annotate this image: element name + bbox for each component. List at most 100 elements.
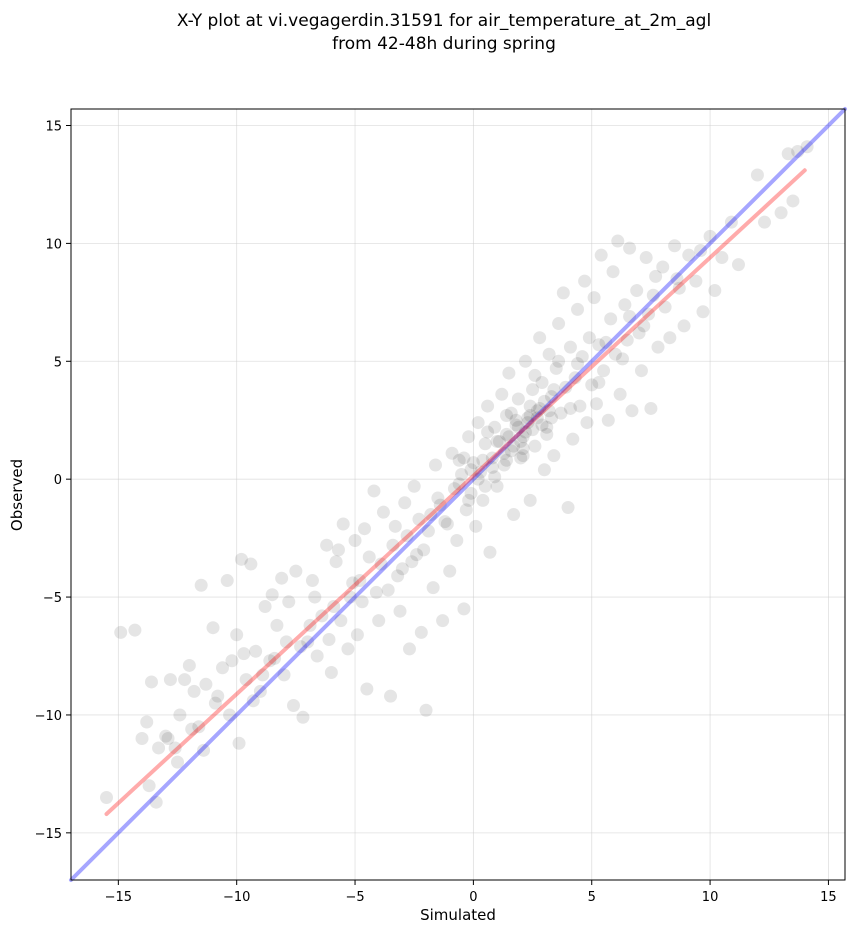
data-point <box>481 425 495 439</box>
data-point <box>197 743 211 757</box>
identity-line <box>69 107 847 882</box>
data-point <box>585 378 599 392</box>
data-point <box>715 251 729 265</box>
grid-lines <box>71 109 845 880</box>
data-point <box>426 581 440 595</box>
data-point <box>694 243 708 257</box>
data-point <box>452 453 466 467</box>
data-point <box>447 482 461 496</box>
data-point <box>514 434 528 448</box>
data-point <box>412 512 426 526</box>
data-point <box>464 463 478 477</box>
data-point <box>268 651 282 665</box>
data-point <box>492 434 506 448</box>
data-point <box>485 460 499 474</box>
data-point <box>668 239 682 253</box>
data-point <box>523 399 537 413</box>
data-point <box>220 574 234 588</box>
data-point <box>800 140 814 154</box>
data-point <box>601 413 615 427</box>
data-point <box>502 366 516 380</box>
data-point <box>509 418 523 432</box>
data-point <box>305 574 319 588</box>
data-point <box>308 590 322 604</box>
data-point <box>400 529 414 543</box>
data-point <box>462 430 476 444</box>
data-point <box>623 241 637 255</box>
data-point <box>386 538 400 552</box>
data-point <box>410 548 424 562</box>
data-point <box>230 628 244 642</box>
data-point <box>620 333 634 347</box>
data-point <box>140 715 154 729</box>
data-point <box>573 399 587 413</box>
data-point <box>301 635 315 649</box>
data-point <box>634 364 648 378</box>
data-point <box>457 602 471 616</box>
data-point <box>708 284 722 298</box>
data-point <box>566 432 580 446</box>
data-point <box>234 552 248 566</box>
data-point <box>348 533 362 547</box>
data-point <box>334 614 348 628</box>
data-point <box>438 515 452 529</box>
data-point <box>528 368 542 382</box>
data-point <box>246 694 260 708</box>
data-point <box>791 144 805 158</box>
data-point <box>206 621 220 635</box>
x-tick-label: −10 <box>223 890 250 905</box>
data-point <box>530 404 544 418</box>
data-point <box>161 732 175 746</box>
data-point <box>616 352 630 366</box>
data-point <box>571 302 585 316</box>
axis-ticks: −15 −10 −5 0 5 10 15 −15 −10 −5 0 5 10 15 <box>35 120 837 905</box>
plot-frame <box>70 108 846 881</box>
y-tick-label: −10 <box>35 709 62 724</box>
data-point <box>407 479 421 493</box>
data-point <box>504 444 518 458</box>
data-point <box>516 442 530 456</box>
data-point <box>497 446 511 460</box>
data-point <box>507 508 521 522</box>
data-point <box>646 288 660 302</box>
data-point <box>249 644 263 658</box>
data-point <box>649 269 663 283</box>
data-point <box>471 416 485 430</box>
data-point <box>651 340 665 354</box>
data-point <box>495 387 509 401</box>
data-point <box>500 409 514 423</box>
y-tick-label: −5 <box>43 591 62 606</box>
data-point <box>417 543 431 557</box>
data-point <box>100 790 114 804</box>
data-point <box>372 614 386 628</box>
data-point <box>526 383 540 397</box>
data-point <box>369 585 383 599</box>
data-point <box>689 274 703 288</box>
y-axis-label: Observed <box>8 459 26 531</box>
data-point <box>211 689 225 703</box>
data-point <box>341 642 355 656</box>
data-point <box>587 291 601 305</box>
data-point <box>516 430 530 444</box>
data-point <box>171 755 185 769</box>
data-point <box>582 331 596 345</box>
data-point <box>500 453 514 467</box>
data-point <box>381 583 395 597</box>
data-point <box>343 590 357 604</box>
y-tick-label: 10 <box>45 237 62 252</box>
data-point <box>450 533 464 547</box>
data-point <box>478 479 492 493</box>
data-point <box>724 215 738 229</box>
data-point <box>644 401 658 415</box>
data-point <box>530 411 544 425</box>
data-point <box>393 604 407 618</box>
data-point <box>540 420 554 434</box>
data-point <box>552 354 566 368</box>
data-point <box>398 496 412 510</box>
data-point <box>504 406 518 420</box>
data-point <box>185 722 199 736</box>
data-point <box>490 434 504 448</box>
x-tick-label: −5 <box>345 890 364 905</box>
data-point <box>478 437 492 451</box>
data-point <box>511 392 525 406</box>
